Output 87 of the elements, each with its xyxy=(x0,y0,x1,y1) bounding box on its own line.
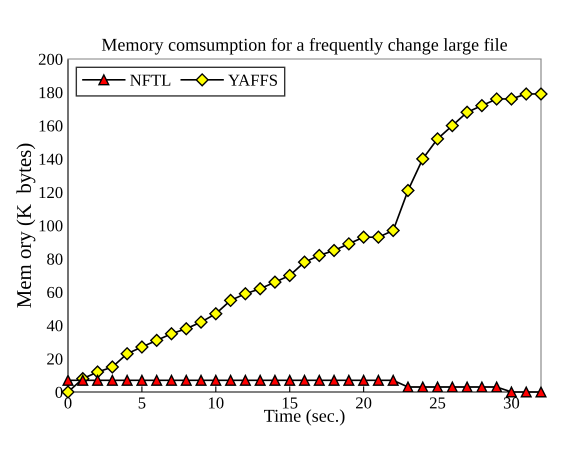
point xyxy=(225,374,236,386)
point xyxy=(416,152,430,166)
y-tick-label: 200 xyxy=(38,54,63,65)
x-axis-title: Time (sec.) xyxy=(264,409,344,426)
x-tick-label: 30 xyxy=(504,397,520,409)
point xyxy=(269,374,280,386)
point xyxy=(180,374,192,386)
chart-title: Memory comsumption for a frequently change large file xyxy=(102,38,508,55)
y-tick-label: 140 xyxy=(40,154,63,165)
point xyxy=(535,386,547,398)
point xyxy=(402,381,414,393)
point xyxy=(430,132,444,146)
point xyxy=(401,184,415,198)
y-tick-label: 180 xyxy=(40,87,63,98)
y-axis-title: Mem ory (K bytes) xyxy=(16,144,36,308)
point xyxy=(298,374,310,386)
point xyxy=(357,230,370,244)
point xyxy=(372,374,384,386)
point xyxy=(135,340,148,354)
x-tick-label: 15 xyxy=(282,397,298,409)
x-tick-label: 0 xyxy=(64,397,72,409)
point xyxy=(417,381,428,393)
point xyxy=(432,381,444,393)
point xyxy=(504,92,518,106)
point xyxy=(446,119,459,132)
x-tick-label: 20 xyxy=(356,397,372,409)
point xyxy=(106,374,118,386)
point xyxy=(372,230,385,244)
point xyxy=(210,374,222,386)
point xyxy=(224,294,238,308)
point xyxy=(506,386,517,398)
point xyxy=(254,374,266,386)
point xyxy=(312,248,326,262)
point xyxy=(462,381,473,393)
point xyxy=(240,374,251,386)
x-tick-label: 25 xyxy=(430,397,446,409)
y-tick-label: 80 xyxy=(47,254,63,265)
y-tick-label: 100 xyxy=(40,220,63,232)
point xyxy=(314,374,325,386)
x-tick-label: 10 xyxy=(208,397,224,409)
point xyxy=(460,106,474,119)
point xyxy=(388,374,399,386)
point xyxy=(209,307,222,320)
point xyxy=(446,381,458,393)
point xyxy=(386,224,400,238)
legend-label: NFTL xyxy=(130,74,170,86)
point xyxy=(520,87,533,101)
point xyxy=(490,92,504,106)
point xyxy=(122,374,133,386)
point xyxy=(166,374,178,386)
point xyxy=(120,347,134,360)
y-tick-label: 120 xyxy=(40,186,63,198)
point xyxy=(284,374,296,386)
point xyxy=(491,381,502,393)
y-tick-label: 0 xyxy=(55,386,63,398)
point xyxy=(164,327,178,340)
point xyxy=(92,374,104,386)
point xyxy=(328,374,340,386)
point xyxy=(194,315,208,329)
point xyxy=(358,374,370,386)
point xyxy=(343,374,354,386)
point xyxy=(106,360,119,374)
point xyxy=(90,365,104,379)
point xyxy=(180,322,193,336)
point xyxy=(298,256,312,269)
point xyxy=(520,386,532,398)
x-tick-label: 5 xyxy=(138,398,146,409)
point xyxy=(151,374,162,386)
y-tick-label: 40 xyxy=(46,320,63,332)
point xyxy=(283,268,296,282)
point xyxy=(475,99,488,112)
point xyxy=(268,276,282,289)
point xyxy=(136,374,148,386)
point xyxy=(150,334,164,347)
point xyxy=(476,381,488,393)
y-tick-label: 60 xyxy=(47,286,63,298)
point xyxy=(62,374,74,386)
point xyxy=(342,237,356,250)
point xyxy=(327,244,341,258)
point xyxy=(77,374,88,386)
point xyxy=(195,374,207,386)
legend-label: YAFFS xyxy=(228,74,277,86)
point xyxy=(254,282,267,296)
point xyxy=(238,287,252,300)
y-tick-label: 20 xyxy=(47,353,63,365)
y-tick-label: 160 xyxy=(40,120,63,132)
point xyxy=(534,87,548,101)
